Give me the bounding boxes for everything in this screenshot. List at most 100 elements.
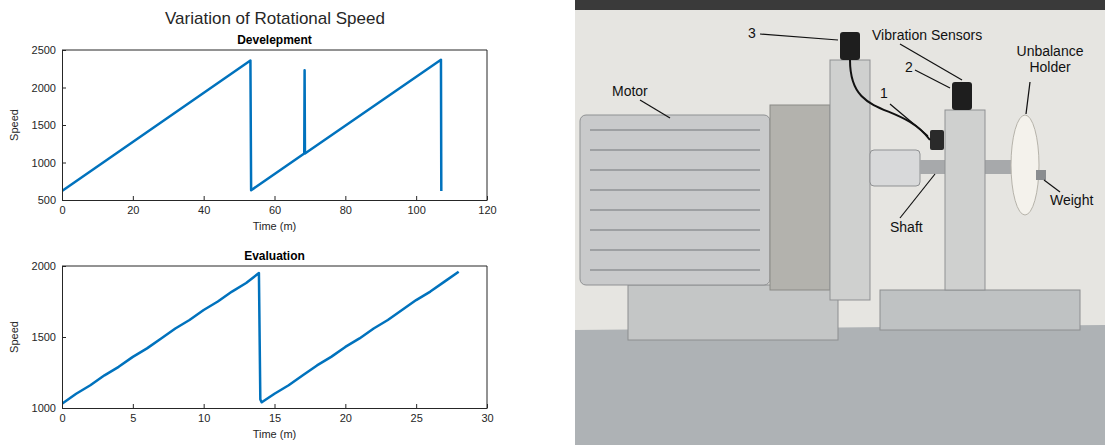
tick-label: 1500: [32, 119, 56, 131]
tick: 2000: [32, 82, 66, 94]
plot-frame: [62, 50, 487, 200]
sensor-3: [840, 32, 860, 60]
tick: 5: [130, 404, 136, 424]
label-arrow: [900, 44, 962, 80]
tick-label: 25: [411, 412, 423, 424]
plot-marks: [62, 272, 459, 404]
chart-panel: Evaluation 0 5 10 15 20 25 30 1000 1500 2000 Time (…: [8, 249, 494, 440]
motor-fin: [590, 209, 760, 211]
tick: 80: [340, 196, 352, 216]
photo-background: [575, 0, 1105, 445]
rig-base: [880, 290, 1080, 330]
data-line: [62, 272, 459, 404]
motor-fin: [590, 169, 760, 171]
axis-line: [63, 408, 488, 409]
tick: 1500: [32, 331, 66, 343]
tick-mark: [345, 404, 346, 408]
motor-fin: [590, 129, 760, 131]
sensor-2: [952, 82, 972, 110]
panel-title: Evaluation: [244, 249, 305, 263]
panel-title: Develepment: [237, 33, 312, 47]
bearing-block: [945, 110, 985, 290]
x-axis-title: Time (m): [253, 428, 297, 440]
tick-mark: [416, 196, 417, 200]
photo-label: Shaft: [890, 219, 923, 235]
plot-area: [62, 50, 487, 200]
tick-label: 1000: [32, 402, 56, 414]
tick-mark: [133, 196, 134, 200]
wall-slot: [575, 0, 1105, 10]
tick-label: 15: [269, 412, 281, 424]
tick-label: 30: [481, 412, 493, 424]
tick-mark: [416, 404, 417, 408]
unbalance-holder: [1011, 115, 1039, 215]
motor-fin: [590, 249, 760, 251]
photo-label: Vibration Sensors: [872, 27, 982, 43]
tick-label: 500: [38, 194, 56, 206]
motor-body: [580, 115, 770, 285]
tick-label: 0: [59, 204, 65, 216]
tick-label: 80: [340, 204, 352, 216]
bracket: [830, 60, 870, 300]
y-axis: 1000 1500 2000: [32, 260, 66, 414]
motor-fin: [590, 149, 760, 151]
label-arrow: [890, 104, 928, 136]
weight: [1036, 170, 1046, 180]
tick-mark: [62, 200, 66, 201]
tick-label: 2500: [32, 44, 56, 56]
tick: 2000: [32, 260, 66, 272]
label-arrow: [760, 34, 838, 40]
tick-mark: [62, 163, 66, 164]
y-axis: 500 1000 1500 2000 2500: [32, 44, 66, 206]
label-arrow: [640, 100, 670, 118]
motor-fin: [590, 189, 760, 191]
chart-panel: Develepment02040608010012050010001500200…: [8, 33, 497, 232]
tick-label: 1000: [32, 157, 56, 169]
tick-mark: [275, 404, 276, 408]
data-line: [62, 60, 441, 191]
motor-flange: [770, 105, 830, 290]
x-axis: 0 5 10 15 20 25 30: [59, 404, 493, 424]
motor-fin: [590, 269, 760, 271]
tick-label: 60: [269, 204, 281, 216]
tick-mark: [204, 196, 205, 200]
figure: Variation of Rotational Speed Develepment…: [0, 0, 1108, 445]
tick: 40: [198, 196, 210, 216]
tick: 2500: [32, 44, 66, 56]
photo-label: Weight: [1050, 192, 1093, 208]
tick-label: 0: [59, 412, 65, 424]
tick: 1500: [32, 119, 66, 131]
tick-mark: [133, 404, 134, 408]
label-arrow: [915, 70, 950, 88]
sensor-1: [930, 130, 944, 150]
axis-line: [63, 200, 488, 201]
tick: 10: [198, 404, 210, 424]
tick: 100: [407, 196, 425, 216]
y-axis-title: Speed: [8, 109, 20, 141]
tick-label: 100: [407, 204, 425, 216]
tick: 15: [269, 404, 281, 424]
tick-label: 1500: [32, 331, 56, 343]
tick: 1000: [32, 402, 66, 414]
photo-label: 2: [905, 59, 913, 75]
tick-label: 2000: [32, 260, 56, 272]
plot-area: [62, 266, 487, 408]
label-arrow: [1044, 180, 1060, 192]
photo-label: UnbalanceHolder: [1017, 43, 1084, 75]
tick: 1000: [32, 157, 66, 169]
tick: 20: [127, 196, 139, 216]
plot-frame: [62, 266, 487, 408]
main-title: Variation of Rotational Speed: [165, 9, 385, 28]
tick: 20: [340, 404, 352, 424]
plot-marks: [62, 60, 441, 191]
photo: Motor3Vibration Sensors12UnbalanceHolder…: [575, 0, 1105, 445]
label-arrow: [900, 174, 935, 218]
base-plate: [575, 325, 1105, 445]
tick-mark: [204, 404, 205, 408]
tick-mark: [62, 408, 66, 409]
tick-label: 5: [130, 412, 136, 424]
photo-label: 1: [880, 85, 888, 101]
label-arrow: [1026, 82, 1030, 114]
tick-mark: [275, 196, 276, 200]
photo-label: 3: [748, 25, 756, 41]
